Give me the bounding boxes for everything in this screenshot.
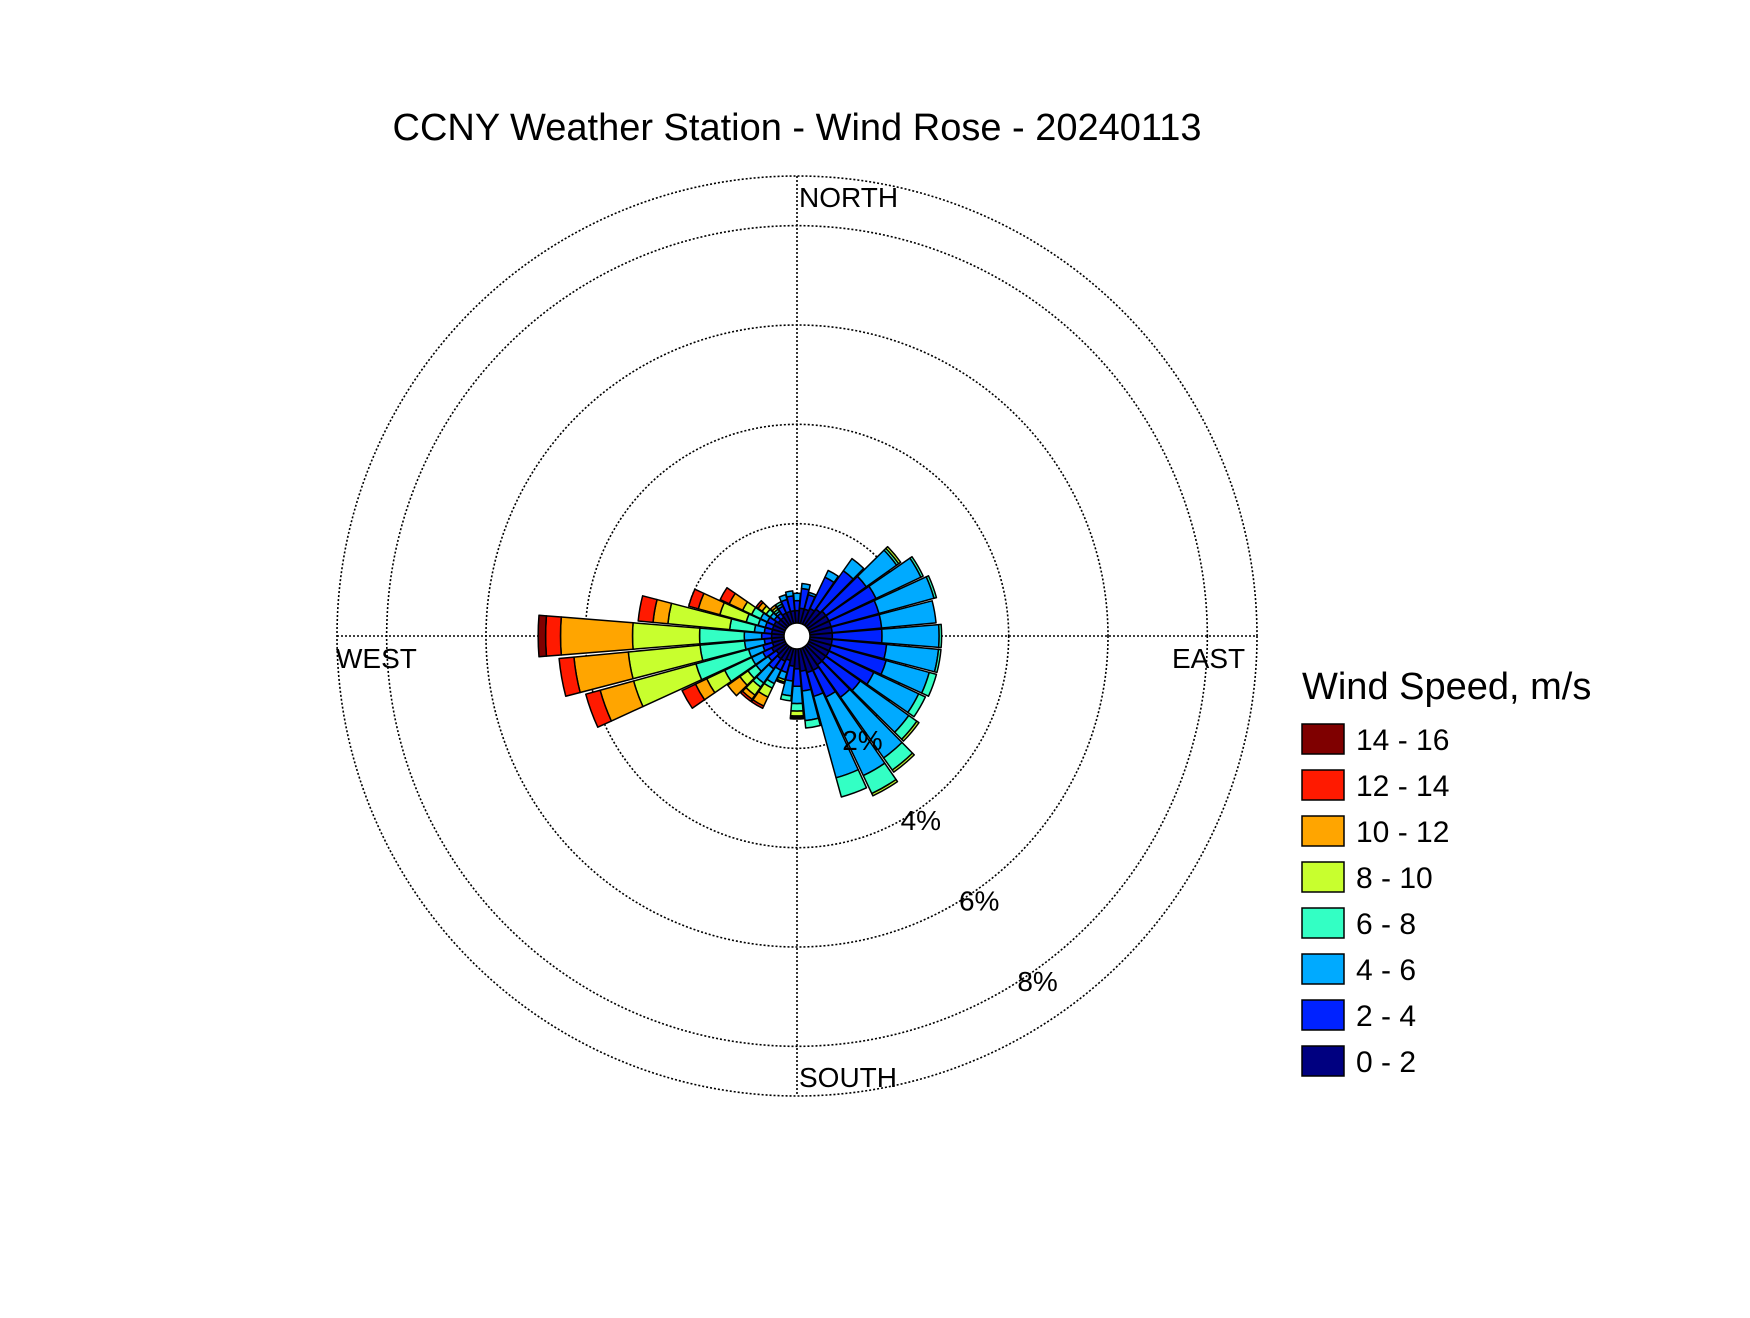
legend-swatch-2-4 <box>1301 999 1345 1031</box>
sector-30-bin-4-6 <box>824 569 839 584</box>
sector-70-bin-6-8 <box>925 575 938 600</box>
chart-title: CCNY Weather Station - Wind Rose - 20240… <box>393 107 1202 149</box>
sector-270-bin-14-16 <box>537 614 548 658</box>
sector-180-bin-4-6 <box>790 685 804 705</box>
sector-110-bin-6-8 <box>920 671 938 697</box>
sector-190-bin-6-8 <box>779 693 793 702</box>
ring-label-6: 6% <box>959 886 999 917</box>
legend-label-2-4: 2 - 4 <box>1356 1000 1416 1033</box>
legend-swatch-14-16 <box>1301 723 1345 755</box>
sector-240-bin-12-14 <box>681 683 706 709</box>
sector-280-bin-12-14 <box>637 595 658 624</box>
sector-250-bin-12-14 <box>585 689 613 728</box>
direction-label-west: WEST <box>336 643 417 674</box>
sector-310-bin-12-14 <box>755 599 764 610</box>
sector-170-bin-6-8 <box>804 717 822 729</box>
legend-label-6-8: 6 - 8 <box>1356 908 1416 941</box>
sector-210-bin-12-14 <box>750 699 765 710</box>
ring-labels: 2% 4% 6% 8% <box>842 725 1058 997</box>
sector-230-bin-10-12 <box>726 675 748 697</box>
sector-270-bin-12-14 <box>544 615 563 657</box>
legend-swatch-6-8 <box>1301 907 1345 939</box>
legend-label-10-12: 10 - 12 <box>1356 816 1449 849</box>
legend-label-14-16: 14 - 16 <box>1356 724 1449 757</box>
sector-100-bin-6-8 <box>933 648 942 674</box>
legend-swatch-0-2 <box>1301 1045 1345 1077</box>
sector-140-bin-8-10 <box>891 752 915 773</box>
sector-180-bin-12-14 <box>789 716 805 720</box>
sector-150-bin-8-10 <box>871 778 899 797</box>
sector-40-bin-4-6 <box>842 557 865 580</box>
sector-260-bin-12-14 <box>558 656 581 697</box>
sector-350-bin-4-6 <box>784 590 794 598</box>
sector-50-bin-8-10 <box>885 545 902 565</box>
sector-180-bin-6-8 <box>790 702 804 712</box>
sector-0-bin-4-6 <box>792 592 802 602</box>
sector-80-bin-4-6 <box>878 600 937 629</box>
sector-300-bin-12-14 <box>719 586 736 605</box>
sector-60-bin-6-8 <box>909 555 924 578</box>
sector-90-bin-6-8 <box>937 623 943 649</box>
sector-290-bin-12-14 <box>687 588 705 610</box>
sector-130-bin-8-10 <box>900 720 920 742</box>
sector-270-bin-10-12 <box>559 616 634 656</box>
legend-swatch-12-14 <box>1301 769 1345 801</box>
sector-270-bin-8-10 <box>631 622 701 650</box>
sector-90-bin-4-6 <box>880 623 940 649</box>
legend-swatch-8-10 <box>1301 861 1345 893</box>
wind-sectors <box>537 545 943 798</box>
legend-label-4-6: 4 - 6 <box>1356 954 1416 987</box>
legend-swatch-4-6 <box>1301 953 1345 985</box>
ring-label-8: 8% <box>1017 966 1057 997</box>
direction-label-south: SOUTH <box>799 1062 897 1093</box>
sector-10-bin-4-6 <box>800 582 812 591</box>
legend: Wind Speed, m/s 14 - 16 12 - 14 10 - 12 8 -… <box>1301 666 1591 1079</box>
legend-label-12-14: 12 - 14 <box>1356 770 1449 803</box>
sector-160-bin-6-8 <box>835 768 868 798</box>
center-hole <box>783 622 811 650</box>
direction-label-north: NORTH <box>799 182 898 213</box>
direction-label-east: EAST <box>1172 643 1245 674</box>
legend-swatch-10-12 <box>1301 815 1345 847</box>
sector-220-bin-12-14 <box>740 690 753 703</box>
legend-label-8-10: 8 - 10 <box>1356 862 1433 895</box>
legend-items: 14 - 16 12 - 14 10 - 12 8 - 10 6 - 8 4 - 6 2 -… <box>1301 723 1449 1079</box>
legend-title: Wind Speed, m/s <box>1302 666 1591 708</box>
ring-label-2: 2% <box>842 725 882 756</box>
legend-label-0-2: 0 - 2 <box>1356 1046 1416 1079</box>
sector-120-bin-6-8 <box>907 693 927 718</box>
ring-label-4: 4% <box>901 805 941 836</box>
